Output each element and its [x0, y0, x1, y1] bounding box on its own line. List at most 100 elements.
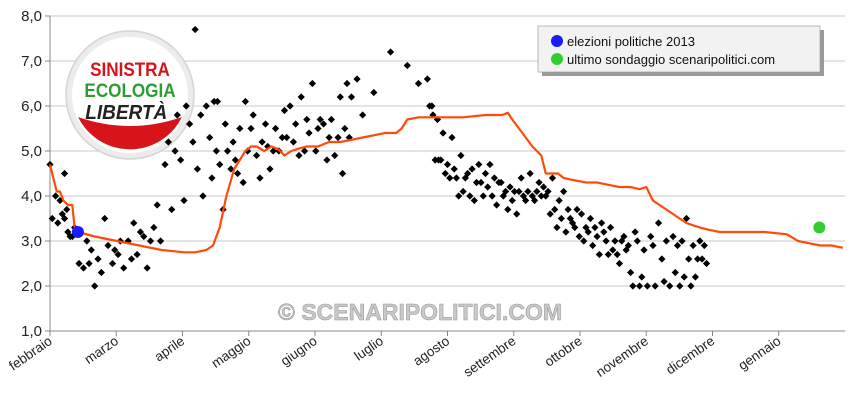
- poll-point: [114, 250, 122, 259]
- poll-point: [504, 205, 512, 214]
- poll-point: [173, 111, 181, 119]
- x-tick-label: maggio: [209, 333, 254, 371]
- trend-line: [48, 111, 844, 254]
- poll-point: [386, 48, 395, 56]
- legend-marker-election: [551, 35, 563, 47]
- legend-marker-latest: [551, 53, 563, 65]
- poll-point: [428, 102, 436, 110]
- x-tick-label: settembre: [461, 333, 519, 380]
- poll-point: [193, 165, 201, 173]
- poll-point: [236, 124, 244, 133]
- poll-point: [303, 115, 311, 124]
- poll-point: [564, 205, 572, 214]
- poll-point: [575, 232, 583, 241]
- poll-point: [79, 264, 88, 272]
- poll-point: [622, 246, 630, 254]
- poll-point: [111, 246, 119, 254]
- poll-point: [283, 133, 291, 142]
- poll-point: [300, 147, 309, 155]
- logo-line-3: LIBERTÀ: [85, 101, 167, 125]
- party-logo: SINISTRA ECOLOGIA LIBERTÀ: [65, 30, 195, 160]
- x-axis-ticks: febbraio marzo aprile maggio giugno luglio ago…: [6, 331, 783, 380]
- poll-point: [604, 250, 612, 259]
- poll-point: [437, 156, 445, 164]
- poll-point: [524, 187, 532, 196]
- poll-point: [629, 282, 637, 290]
- poll-point: [58, 210, 66, 218]
- poll-point: [515, 187, 523, 196]
- poll-point: [463, 169, 472, 178]
- poll-point: [130, 219, 138, 227]
- poll-point: [239, 178, 247, 187]
- poll-point: [48, 214, 56, 223]
- poll-point: [403, 61, 411, 70]
- poll-point: [180, 196, 188, 205]
- poll-point: [600, 228, 608, 236]
- poll-point: [338, 169, 347, 178]
- legend-box: [537, 25, 821, 73]
- poll-point: [627, 268, 635, 277]
- poll-point: [613, 250, 621, 259]
- poll-point: [497, 178, 505, 187]
- poll-point: [439, 129, 447, 137]
- poll-point: [680, 273, 688, 281]
- poll-point: [314, 124, 322, 133]
- poll-point: [258, 138, 266, 146]
- x-tick-label: marzo: [82, 333, 121, 367]
- poll-point: [414, 79, 423, 88]
- poll-point: [252, 151, 261, 160]
- poll-point: [517, 174, 525, 182]
- poll-point: [544, 187, 552, 196]
- poll-point: [631, 228, 639, 236]
- poll-point: [433, 115, 442, 124]
- poll-point: [472, 178, 481, 187]
- poll-point: [530, 196, 539, 205]
- poll-point: [580, 237, 588, 245]
- poll-point: [539, 183, 548, 191]
- poll-point: [233, 169, 242, 178]
- poll-point: [323, 156, 331, 164]
- poll-point: [597, 219, 606, 227]
- poll-point: [647, 232, 655, 241]
- x-tick-label: luglio: [352, 333, 386, 363]
- poll-point: [133, 250, 141, 259]
- poll-point: [475, 160, 483, 169]
- y-axis-ticks: 1,0 2,0 3,0 4,0 5,0 6,0 7,0 8,0: [21, 8, 50, 340]
- poll-point: [295, 151, 303, 160]
- poll-point: [202, 102, 210, 110]
- poll-point: [488, 192, 496, 200]
- poll-point: [586, 214, 595, 223]
- poll-point: [537, 192, 545, 200]
- poll-point: [557, 214, 565, 223]
- poll-point: [161, 160, 169, 169]
- poll-point: [643, 282, 651, 290]
- poll-point: [213, 97, 222, 106]
- poll-point: [85, 259, 93, 268]
- poll-point: [164, 138, 172, 146]
- legend: elezioni politiche 2013 ultimo sondaggio…: [537, 25, 824, 76]
- y-tick-label: 4,0: [21, 188, 42, 205]
- poll-point: [56, 196, 64, 205]
- poll-point: [470, 196, 478, 205]
- poll-point: [185, 120, 194, 128]
- poll-point: [150, 223, 158, 232]
- poll-point: [292, 120, 300, 128]
- poll-point: [468, 165, 476, 173]
- poll-point: [651, 282, 659, 290]
- poll-point: [510, 187, 519, 196]
- poll-point: [153, 201, 161, 209]
- poll-point: [533, 187, 541, 196]
- poll-point: [177, 156, 185, 164]
- poll-point: [143, 264, 151, 272]
- poll-point: [168, 205, 176, 214]
- poll-point: [343, 79, 351, 88]
- y-tick-label: 7,0: [21, 53, 42, 70]
- poll-point: [171, 147, 179, 155]
- poll-point: [278, 133, 286, 142]
- poll-point: [286, 102, 294, 110]
- poll-point: [341, 124, 349, 133]
- poll-point: [289, 138, 298, 146]
- poll-point: [479, 192, 487, 200]
- poll-point: [660, 277, 668, 286]
